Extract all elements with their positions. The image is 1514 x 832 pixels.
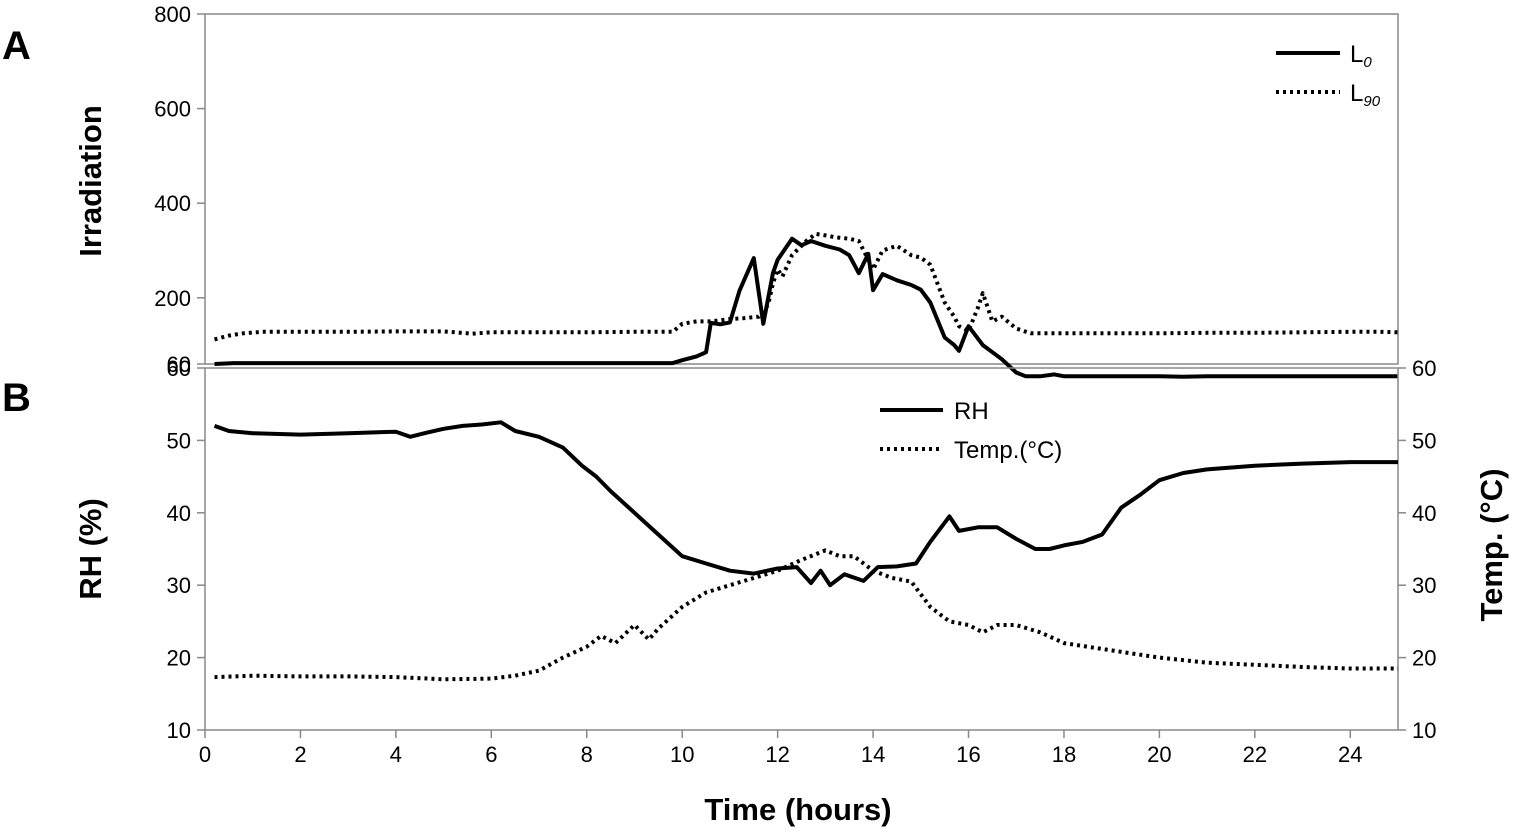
panel-a-irradiation-chart: 60 200 400 600 800 Irradiation L0 L90 [73,2,1399,379]
panel-b-y-left-tick-label-5: 60 [167,356,191,381]
panel-a-series-l90-line [213,231,1399,342]
panel-b-plot-frame [204,367,1399,731]
x-tick-label-2: 4 [390,742,402,767]
panel-a-y-tick-label-4: 800 [154,2,191,27]
x-tick-label-7: 14 [861,742,885,767]
panel-b-x-ticks: 0 2 4 6 8 10 12 14 16 18 20 22 24 [199,730,1363,767]
x-tick-label-12: 24 [1338,742,1362,767]
panel-a-y-tick-label-3: 600 [154,97,191,122]
x-tick-label-8: 16 [956,742,980,767]
x-tick-label-6: 12 [765,742,789,767]
legend-label-l90: L90 [1350,80,1381,110]
legend-label-temp: Temp.(°C) [954,437,1062,464]
panel-b-legend: RH Temp.(°C) [880,398,1062,464]
panel-b-y-right-tick-label-1: 20 [1412,646,1436,671]
x-tick-label-9: 18 [1052,742,1076,767]
panel-b-y-ticks: 10 20 30 40 50 60 10 20 30 40 50 60 [167,356,1437,743]
x-tick-label-10: 20 [1147,742,1171,767]
panel-b-series [213,420,1398,682]
x-tick-label-11: 22 [1243,742,1267,767]
panel-b-y-axis-title-right: Temp. (°C) [1474,468,1509,621]
panel-a-y-axis-title: Irradiation [73,105,108,257]
panel-label-b: B [2,376,31,420]
panel-a-y-tick-label-1: 200 [154,286,191,311]
panel-a-series-l0-line [214,236,1398,379]
x-tick-label-3: 6 [485,742,497,767]
panel-b-series-tempc-line [214,548,1398,682]
panel-b-y-left-tick-label-3: 40 [167,501,191,526]
panel-b-y-axis-title-left: RH (%) [73,498,108,600]
panel-a-y-ticks: 60 200 400 600 800 [154,2,205,377]
panel-b-y-right-tick-label-2: 30 [1412,573,1436,598]
x-tick-label-5: 10 [670,742,694,767]
panel-a-series [213,231,1399,379]
panel-b-y-right-tick-label-0: 10 [1412,718,1436,743]
panel-a-y-tick-label-0: 60 [167,352,191,377]
panel-label-a: A [2,24,31,68]
panel-b-y-right-tick-label-4: 50 [1412,428,1436,453]
legend-label-l0: L0 [1350,41,1372,71]
panel-b-series-rh-line [213,420,1398,588]
panel-b-y-left-tick-label-2: 30 [167,573,191,598]
panel-a-legend: L0 L90 [1276,41,1381,110]
panel-b-y-right-tick-label-3: 40 [1412,501,1436,526]
panel-b-y-left-tick-label-1: 20 [167,646,191,671]
panel-b-y-left-tick-label-0: 10 [167,718,191,743]
panel-a-plot-frame [204,13,1399,365]
x-tick-label-0: 0 [199,742,211,767]
x-axis-title: Time (hours) [704,792,891,827]
x-tick-label-4: 8 [581,742,593,767]
panel-a-y-tick-label-2: 400 [154,191,191,216]
panel-b-y-right-tick-label-5: 60 [1412,356,1436,381]
panel-b-y-left-tick-label-4: 50 [167,428,191,453]
legend-label-rh: RH [954,398,989,425]
x-tick-label-1: 2 [294,742,306,767]
